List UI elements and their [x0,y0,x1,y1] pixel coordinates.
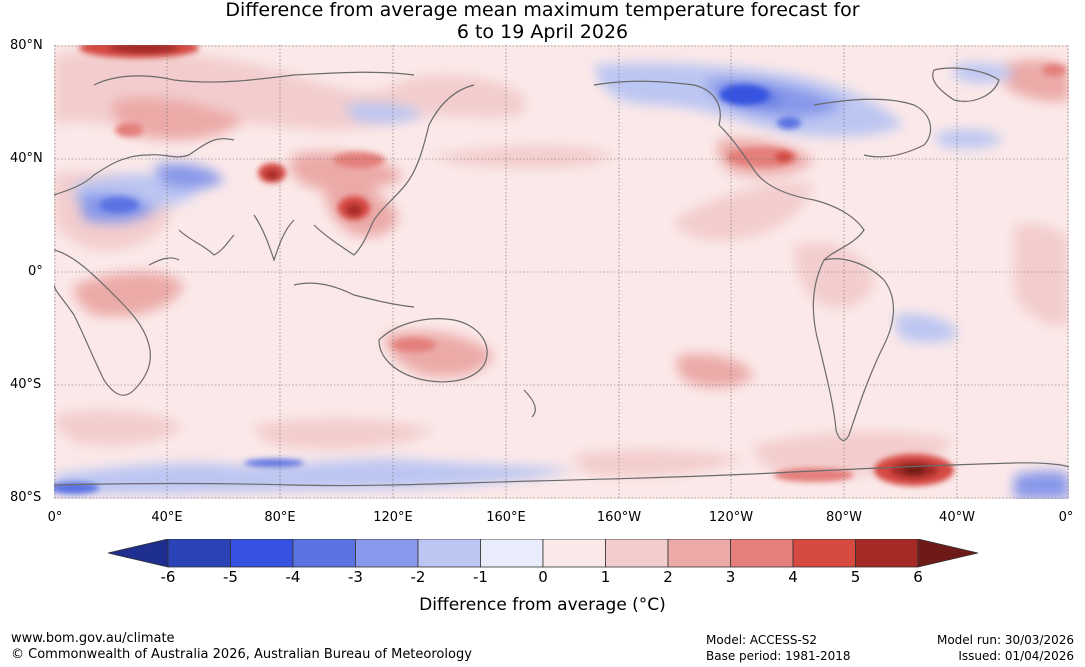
lon-label-40e: 40°E [151,510,183,525]
map-title-line-2: 6 to 19 April 2026 [456,21,629,43]
footer-model-run: Model run: 30/03/2026 [936,633,1074,647]
map-title-line-1: Difference from average mean maximum tem… [225,0,860,21]
colorbar-tick-label: 4 [788,568,798,586]
colorbar-tick-label: 5 [850,568,861,586]
lat-label-80n: 80°N [10,38,43,53]
lon-label-80e: 80°E [264,510,296,525]
colorbar-cell [355,538,419,568]
lat-label-40s: 40°S [10,377,42,392]
colorbar-tick-label: 1 [600,568,611,586]
colorbar-tick-label: -4 [285,568,301,586]
lon-label-0-left: 0° [47,510,63,525]
colorbar-tick-label: -2 [410,568,426,586]
colorbar-cell [480,538,544,568]
colorbar-cell [855,538,919,568]
colorbar-cell [730,538,794,568]
lon-label-40w: 40°W [939,510,975,525]
colorbar-cell [417,538,481,568]
colorbar-cell [230,538,294,568]
footer-issued: Issued: 01/04/2026 [958,649,1074,663]
colorbar-tick-label: 6 [913,568,923,586]
footer-copyright: © Commonwealth of Australia 2026, Austra… [11,647,472,662]
lon-label-120w: 120°W [708,510,754,525]
lon-label-160e: 160°E [486,510,526,525]
strong-warm-anomalies [79,45,1066,486]
colorbar-tick-label: -1 [473,568,488,586]
lon-label-80w: 80°W [826,510,862,525]
colorbar-cell [605,538,669,568]
lat-label-40n: 40°N [10,151,43,166]
lon-label-0-right: 0° [1058,510,1074,525]
colorbar-cell [667,538,731,568]
colorbar [107,538,979,573]
lon-label-120e: 120°E [373,510,413,525]
anomaly-map [54,45,1069,499]
lat-label-equator: 0° [28,264,43,279]
colorbar-tick-label: 3 [725,568,736,586]
coastlines [54,67,1069,487]
colorbar-cell [292,538,356,568]
colorbar-tick-label: -5 [223,568,238,586]
colorbar-tick-label: 0 [538,568,548,586]
colorbar-tick-label: 2 [663,568,673,586]
graticule [54,45,1069,499]
colorbar-cell [542,538,606,568]
footer-website: www.bom.gov.au/climate [11,631,175,646]
colorbar-cell [792,538,856,568]
colorbar-tick-label: -6 [160,568,176,586]
colorbar-tick-label: -3 [348,568,363,586]
lat-label-80s: 80°S [10,490,42,505]
lon-label-160w: 160°W [596,510,642,525]
anomaly-map-svg [54,45,1069,499]
colorbar-extend-high [917,538,979,568]
colorbar-cell [167,538,231,568]
colorbar-label: Difference from average (°C) [419,595,666,615]
colorbar-extend-low [107,538,169,568]
colorbar-svg [107,538,979,568]
footer-base-period: Base period: 1981-2018 [706,649,851,663]
footer-model: Model: ACCESS-S2 [706,633,818,647]
